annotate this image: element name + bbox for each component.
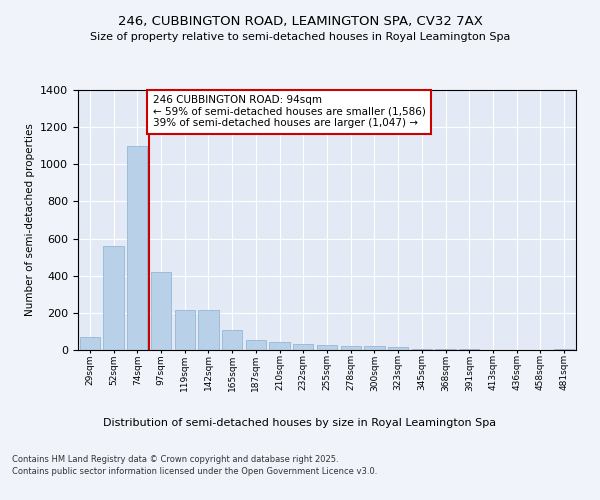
Bar: [222, 330, 242, 350]
Bar: [436, 348, 455, 350]
Bar: [127, 146, 148, 350]
Bar: [317, 346, 337, 350]
Text: Distribution of semi-detached houses by size in Royal Leamington Spa: Distribution of semi-detached houses by …: [103, 418, 497, 428]
Bar: [364, 346, 385, 350]
Bar: [341, 346, 361, 350]
Y-axis label: Number of semi-detached properties: Number of semi-detached properties: [25, 124, 35, 316]
Bar: [199, 310, 218, 350]
Bar: [269, 342, 290, 350]
Bar: [293, 344, 313, 350]
Bar: [103, 246, 124, 350]
Text: Contains HM Land Registry data © Crown copyright and database right 2025.
Contai: Contains HM Land Registry data © Crown c…: [12, 455, 377, 476]
Text: 246 CUBBINGTON ROAD: 94sqm
← 59% of semi-detached houses are smaller (1,586)
39%: 246 CUBBINGTON ROAD: 94sqm ← 59% of semi…: [152, 95, 425, 128]
Bar: [246, 340, 266, 350]
Bar: [175, 310, 195, 350]
Text: Size of property relative to semi-detached houses in Royal Leamington Spa: Size of property relative to semi-detach…: [90, 32, 510, 42]
Bar: [412, 348, 432, 350]
Text: 246, CUBBINGTON ROAD, LEAMINGTON SPA, CV32 7AX: 246, CUBBINGTON ROAD, LEAMINGTON SPA, CV…: [118, 15, 482, 28]
Bar: [388, 347, 408, 350]
Bar: [151, 272, 171, 350]
Bar: [80, 337, 100, 350]
Bar: [554, 349, 574, 350]
